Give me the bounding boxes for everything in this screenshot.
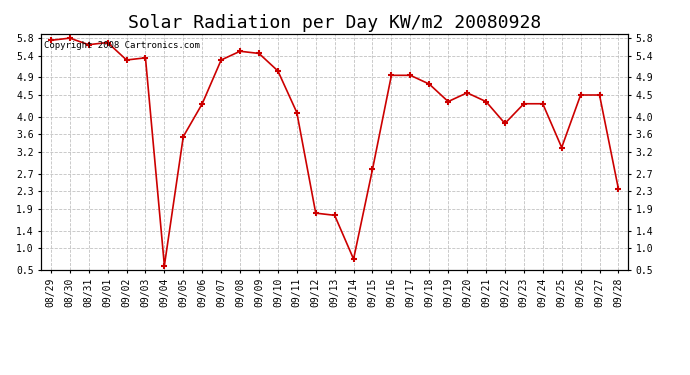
Title: Solar Radiation per Day KW/m2 20080928: Solar Radiation per Day KW/m2 20080928 — [128, 14, 541, 32]
Text: Copyright 2008 Cartronics.com: Copyright 2008 Cartronics.com — [44, 41, 200, 50]
